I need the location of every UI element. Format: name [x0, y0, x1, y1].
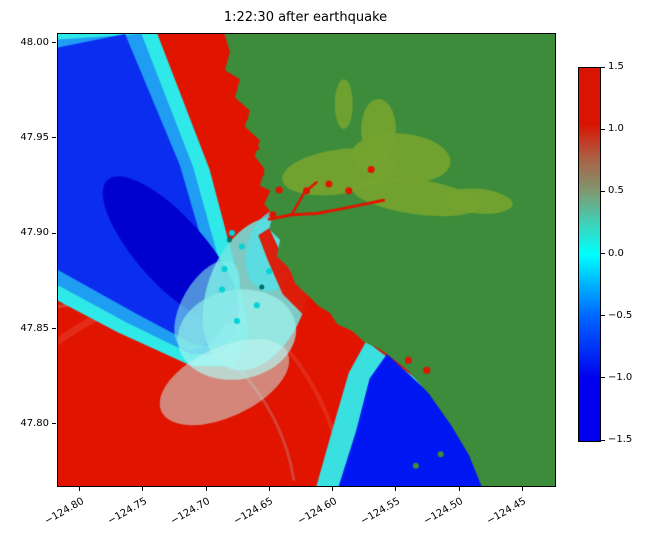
plot-area	[57, 33, 556, 487]
x-tick-label: −124.80	[42, 495, 86, 528]
colorbar-tick-mark	[601, 190, 605, 192]
x-tick-label: −124.65	[232, 495, 276, 528]
colorbar-tick-mark	[601, 315, 605, 317]
y-tick-mark	[52, 42, 56, 44]
colorbar-tick-label: −1.5	[608, 434, 633, 445]
colorbar-tick-mark	[601, 66, 605, 68]
x-tick-mark	[79, 487, 81, 491]
colorbar-tick-label: 1.5	[608, 61, 624, 72]
x-tick-mark	[458, 487, 460, 491]
y-tick-label: 47.95	[20, 131, 49, 143]
x-tick-label: −124.55	[358, 495, 402, 528]
heatmap-canvas	[58, 34, 555, 486]
y-tick-mark	[52, 232, 56, 234]
chart-title: 1:22:30 after earthquake	[223, 10, 388, 25]
colorbar-tick-mark	[601, 377, 605, 379]
y-tick-label: 47.85	[20, 322, 49, 334]
colorbar-tick-label: −0.5	[608, 309, 633, 321]
y-tick-mark	[52, 423, 56, 425]
colorbar-tick-label: −1.0	[608, 371, 633, 383]
colorbar-tick-mark	[601, 439, 605, 441]
colorbar-tick-label: 0.0	[608, 247, 624, 259]
x-tick-mark	[268, 487, 270, 491]
x-tick-label: −124.75	[105, 495, 149, 528]
x-tick-mark	[395, 487, 397, 491]
x-tick-label: −124.50	[422, 495, 466, 528]
x-tick-label: −124.45	[485, 495, 529, 528]
x-tick-label: −124.60	[295, 495, 339, 528]
x-tick-label: −124.70	[169, 495, 213, 528]
y-tick-label: 48.00	[20, 36, 49, 48]
x-tick-mark	[142, 487, 144, 491]
colorbar-tick-label: 1.0	[608, 123, 624, 135]
y-tick-label: 47.90	[20, 227, 49, 239]
colorbar-tick-mark	[601, 128, 605, 130]
x-tick-mark	[332, 487, 334, 491]
y-tick-label: 47.80	[20, 417, 49, 429]
y-tick-mark	[52, 328, 56, 330]
x-tick-mark	[205, 487, 207, 491]
colorbar-tick-mark	[601, 253, 605, 254]
x-tick-mark	[521, 487, 523, 491]
colorbar	[578, 67, 601, 442]
colorbar-gradient	[579, 68, 600, 441]
y-tick-mark	[52, 137, 56, 139]
colorbar-tick-label: 0.5	[608, 185, 624, 197]
